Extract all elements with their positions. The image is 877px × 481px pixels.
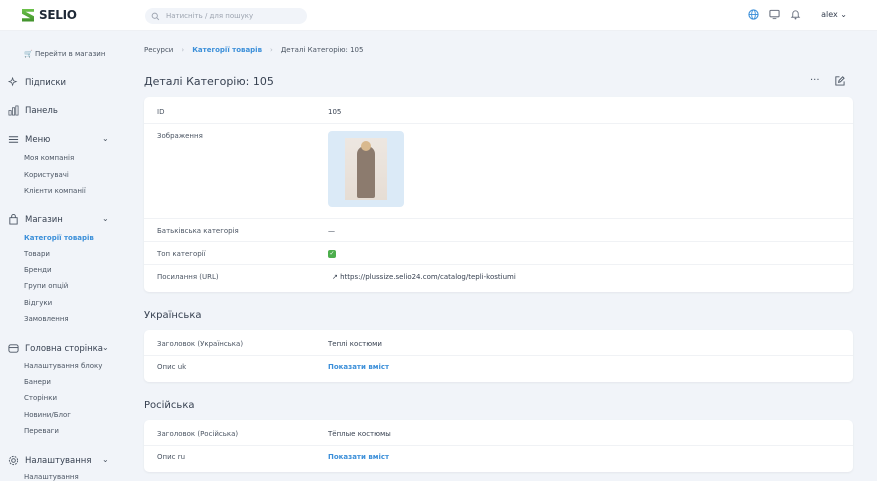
section-russian-title: Російська [144, 400, 195, 411]
go-to-store-link[interactable]: 🛒 Перейти в магазин [24, 50, 105, 58]
field-label: Опис uk [157, 363, 187, 371]
sidebar-item-orders[interactable]: Замовлення [24, 315, 69, 323]
detail-row-title-uk: Заголовок (Українська) Теплі костюми [144, 330, 853, 356]
sidebar-item-subscriptions[interactable]: Підписки [8, 77, 66, 88]
breadcrumb-categories[interactable]: Категорії товарів [192, 46, 263, 54]
bar-chart-icon [8, 105, 19, 116]
sidebar-label: Магазин [25, 214, 63, 225]
sidebar-item-users[interactable]: Користувачі [24, 171, 69, 179]
sidebar: 🛒 Перейти в магазин Підписки Панель Меню… [0, 31, 130, 481]
section-ukrainian-title: Українська [144, 310, 202, 321]
sidebar-label: Меню [25, 134, 51, 145]
detail-row-title-ru: Заголовок (Російська) Тёплые костюмы [144, 420, 853, 446]
detail-row-top: Топ категорії ✓ [144, 242, 853, 265]
sparkles-icon [8, 77, 18, 87]
sidebar-item-brands[interactable]: Бренди [24, 266, 52, 274]
russian-card: Заголовок (Російська) Тёплые костюмы Опис… [144, 420, 853, 472]
user-menu[interactable]: alex ⌄ [821, 10, 847, 19]
sidebar-item-dashboard[interactable]: Панель [8, 105, 58, 116]
more-options-icon[interactable]: ··· [810, 75, 820, 86]
field-label: Заголовок (Російська) [157, 430, 239, 438]
chevron-right-icon: › [181, 46, 185, 54]
detail-row-parent: Батьківська категорія — [144, 219, 853, 242]
sidebar-item-banners[interactable]: Банери [24, 378, 51, 386]
sidebar-label: Панель [25, 105, 58, 116]
breadcrumb-current: Деталі Категорію: 105 [280, 46, 364, 54]
cart-icon: 🛒 [24, 50, 33, 58]
menu-icon [8, 136, 19, 143]
sidebar-item-settings[interactable]: Налаштування [24, 473, 79, 481]
detail-row-desc-uk: Опис uk Показати вміст [144, 356, 853, 382]
sidebar-item-option-groups[interactable]: Групи опцій [24, 282, 69, 290]
sidebar-item-categories[interactable]: Категорії товарів [24, 234, 94, 242]
url-text: https://plussize.selio24.com/catalog/tep… [340, 273, 516, 281]
chevron-down-icon[interactable]: ⌄ [102, 214, 109, 223]
detail-row-id: ID 105 [144, 97, 853, 124]
sidebar-group-settings[interactable]: Налаштування [8, 455, 91, 466]
sidebar-item-products[interactable]: Товари [24, 250, 50, 258]
gear-icon [8, 455, 19, 466]
details-card: ID 105 Зображення Батьківська категорія — … [144, 97, 853, 292]
sidebar-item-pages[interactable]: Сторінки [24, 394, 57, 402]
chevron-down-icon[interactable]: ⌄ [102, 343, 109, 352]
sidebar-group-menu[interactable]: Меню [8, 134, 50, 145]
breadcrumb-resources[interactable]: Ресурси [144, 46, 174, 54]
detail-row-image: Зображення [144, 124, 853, 219]
sidebar-item-block-settings[interactable]: Налаштування блоку [24, 362, 103, 370]
user-name: alex [821, 10, 838, 19]
field-label: Зображення [157, 132, 203, 140]
chevron-right-icon: › [270, 46, 273, 54]
ukrainian-card: Заголовок (Українська) Теплі костюми Опис… [144, 330, 853, 382]
detail-row-desc-ru: Опис ru Показати вміст [144, 446, 853, 472]
field-label: Посилання (URL) [157, 273, 219, 281]
field-value: Теплі костюми [328, 340, 382, 348]
sidebar-group-shop[interactable]: Магазин [8, 214, 63, 225]
arrow-up-right-icon: ↗ [332, 273, 338, 281]
sidebar-item-reviews[interactable]: Відгуки [24, 299, 53, 307]
show-content-link[interactable]: Показати вміст [328, 363, 390, 371]
external-link[interactable]: ↗ https://plussize.selio24.com/catalog/t… [332, 273, 516, 281]
field-label: Заголовок (Українська) [157, 340, 244, 348]
search-input[interactable]: Натисніть / для пошуку [145, 8, 307, 24]
detail-row-url: Посилання (URL) ↗ https://plussize.selio2… [144, 265, 853, 292]
field-value: 105 [328, 108, 342, 116]
brand-logo[interactable]: SELIO [22, 8, 77, 22]
field-label: Топ категорії [157, 250, 206, 258]
top-header: SELIO Натисніть / для пошуку alex ⌄ [0, 0, 877, 31]
logo-icon [22, 8, 34, 22]
chevron-down-icon[interactable]: ⌄ [102, 134, 109, 143]
sidebar-group-home[interactable]: Головна сторінка [8, 343, 103, 354]
sidebar-label: Налаштування [25, 455, 92, 466]
page-title: Деталі Категорію: 105 [144, 75, 274, 88]
chevron-down-icon[interactable]: ⌄ [102, 455, 109, 464]
chevron-down-icon: ⌄ [840, 10, 847, 19]
monitor-icon[interactable] [769, 9, 780, 20]
sidebar-label: Головна сторінка [25, 343, 103, 354]
checkmark-icon: ✓ [328, 250, 336, 258]
category-image[interactable] [328, 131, 404, 207]
search-placeholder: Натисніть / для пошуку [166, 12, 254, 20]
show-content-link[interactable]: Показати вміст [328, 453, 390, 461]
search-icon [151, 12, 160, 20]
globe-icon[interactable] [748, 9, 759, 20]
inbox-icon [8, 344, 19, 353]
sidebar-label: Підписки [25, 77, 67, 88]
shopping-bag-icon [9, 214, 18, 225]
field-value: Тёплые костюмы [328, 430, 391, 438]
field-label: Опис ru [157, 453, 186, 461]
field-label: ID [157, 108, 165, 116]
sidebar-item-my-company[interactable]: Моя компанія [24, 154, 75, 162]
breadcrumb: Ресурси › Категорії товарів › Деталі Катег… [144, 46, 363, 54]
brand-name: SELIO [39, 8, 77, 22]
bell-icon[interactable] [790, 9, 801, 20]
edit-icon[interactable] [834, 75, 845, 86]
go-to-store-label: Перейти в магазин [34, 50, 106, 58]
sidebar-item-news[interactable]: Новини/Блог [24, 411, 71, 419]
field-value: — [328, 227, 335, 235]
sidebar-item-advantages[interactable]: Переваги [24, 427, 59, 435]
sidebar-item-company-clients[interactable]: Клієнти компанії [24, 187, 86, 195]
field-label: Батьківська категорія [157, 227, 239, 235]
